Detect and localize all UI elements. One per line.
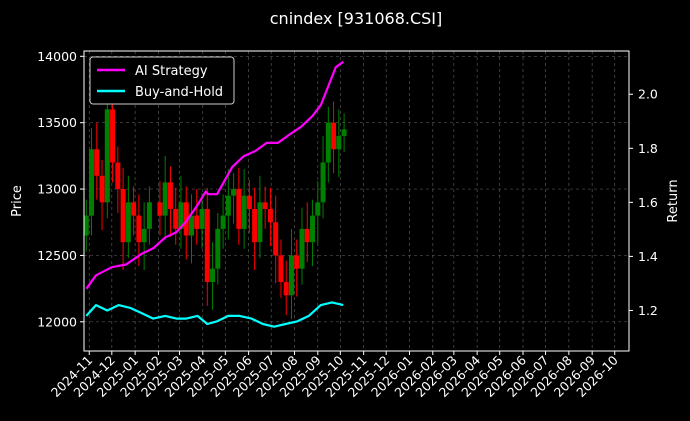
y-right-tick-label: 1.2 [638, 303, 658, 318]
y-right-tick-label: 1.6 [638, 195, 658, 210]
candle-body [141, 228, 147, 243]
y-right-tick-label: 2.0 [638, 87, 658, 102]
candle-body [320, 162, 326, 203]
candle-body [136, 215, 142, 243]
candle-body [283, 281, 289, 296]
candle-body [215, 228, 221, 269]
candle-body [325, 122, 331, 163]
candle-body [146, 202, 152, 229]
candle-body [131, 202, 137, 216]
candle-body [94, 149, 100, 176]
candle-body [336, 135, 342, 150]
y-left-tick-label: 12500 [37, 248, 77, 263]
candle-body [236, 189, 242, 229]
y-axis-right-label: Return [666, 179, 681, 222]
candle-body [315, 202, 321, 216]
candle-body [199, 208, 205, 229]
y-left-tick-label: 12000 [37, 314, 77, 329]
series-lines [85, 60, 344, 328]
candle-body [173, 208, 179, 229]
legend-label-buy-and-hold: Buy-and-Hold [135, 85, 223, 100]
candle-body [267, 208, 273, 223]
y-axis-right: 1.2 1.4 1.6 1.8 2.0 [629, 87, 658, 318]
candle-body [167, 182, 173, 209]
series-line-buy-and-hold [85, 301, 344, 328]
candle-body [188, 215, 194, 236]
y-right-tick-label: 1.8 [638, 141, 658, 156]
candle-body [331, 122, 337, 150]
candle-body [194, 215, 200, 229]
candle-body [262, 202, 268, 209]
candle-body [204, 208, 210, 282]
legend: AI Strategy Buy-and-Hold [89, 56, 235, 105]
candle-body [246, 195, 252, 209]
candle-body [257, 202, 263, 243]
y-left-tick-label: 13000 [37, 182, 77, 197]
candle-body [104, 109, 110, 203]
candle-body [231, 189, 237, 196]
y-axis-left: 12000 12500 13000 13500 14000 [37, 49, 84, 329]
candle-body [304, 228, 310, 243]
candle-body [210, 268, 216, 282]
legend-label-ai-strategy: AI Strategy [135, 64, 208, 79]
chart-title: cnindex [931068.CSI] [270, 9, 443, 28]
candle-body [89, 149, 95, 216]
candle-body [225, 195, 231, 216]
candle-body [252, 208, 258, 243]
y-axis-left-label: Price [10, 185, 25, 217]
candle-body [99, 175, 105, 203]
candle-body [115, 162, 121, 190]
candle-body [157, 202, 163, 216]
candle-body [241, 195, 247, 229]
candle-body [220, 215, 226, 229]
candles [83, 82, 347, 320]
series-line-ai-strategy [85, 60, 344, 290]
candle-body [125, 202, 131, 243]
candle-body [120, 189, 126, 243]
candle-body [299, 228, 305, 269]
candle-body [341, 129, 347, 136]
candle-body [162, 182, 168, 216]
candle-body [178, 202, 184, 229]
plot-frame [83, 50, 630, 352]
y-left-tick-label: 14000 [37, 49, 77, 64]
y-right-tick-label: 1.4 [638, 249, 658, 264]
candle-body [83, 215, 89, 236]
candle-body [294, 255, 300, 269]
candle-body [278, 255, 284, 282]
candle-body [183, 202, 189, 236]
legend-box [89, 56, 235, 105]
candle-body [288, 255, 294, 296]
candle-body [310, 215, 316, 243]
y-left-tick-label: 13500 [37, 115, 77, 130]
candle-body [110, 109, 116, 163]
candle-body [273, 222, 279, 256]
